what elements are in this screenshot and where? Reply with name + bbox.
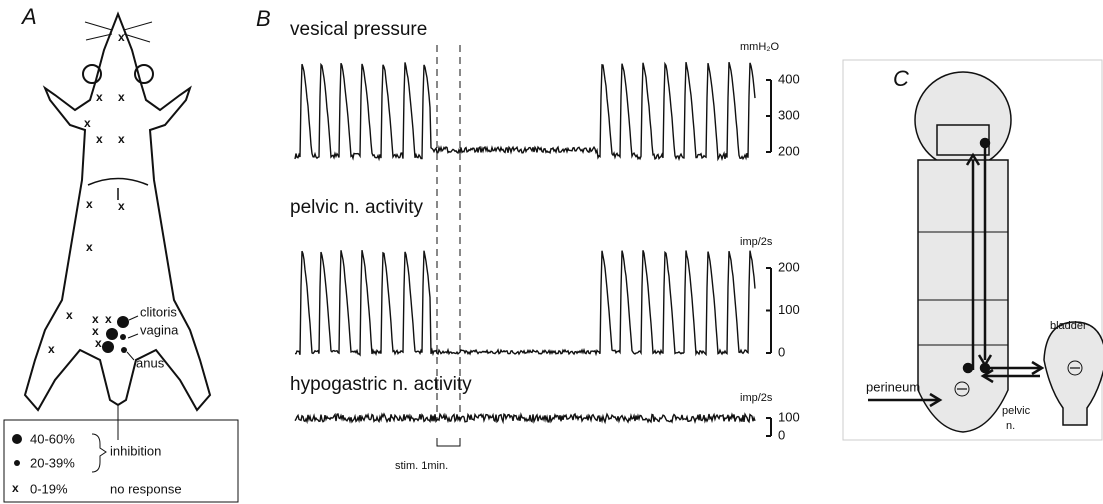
annotation: anus xyxy=(136,355,165,370)
scale-label: 400 xyxy=(778,71,800,86)
rat-outline xyxy=(23,11,212,440)
label: n. xyxy=(1006,420,1015,432)
trace xyxy=(294,412,756,425)
svg-text:x: x xyxy=(86,240,93,254)
label: perineum xyxy=(866,379,920,394)
stim-label: stim. 1min. xyxy=(395,460,448,472)
trace xyxy=(294,249,756,357)
trace-title: pelvic n. activity xyxy=(290,197,424,218)
label: pelvic xyxy=(1002,405,1031,417)
annotation: vagina xyxy=(140,322,179,337)
legend-range: 40-60% xyxy=(30,431,75,446)
svg-text:x: x xyxy=(95,336,102,350)
label: bladder xyxy=(1050,320,1087,332)
legend-range: 0-19% xyxy=(30,481,68,496)
svg-text:x: x xyxy=(118,30,125,44)
svg-text:x: x xyxy=(84,116,91,130)
annotation: clitoris xyxy=(140,304,177,319)
stim-bracket xyxy=(436,438,461,447)
panel-label: A xyxy=(20,4,37,29)
scale-label: 100 xyxy=(778,409,800,424)
svg-text:x: x xyxy=(92,312,99,326)
legend-symbol xyxy=(12,434,22,444)
legend-symbol xyxy=(14,460,20,466)
svg-text:x: x xyxy=(92,324,99,338)
panel-label: B xyxy=(256,6,271,31)
unit-label: imp/2s xyxy=(740,236,773,248)
svg-text:x: x xyxy=(96,132,103,146)
scale-label: 0 xyxy=(778,344,785,359)
unit-label: mmH₂O xyxy=(740,41,780,53)
svg-text:x: x xyxy=(118,199,125,213)
svg-text:x: x xyxy=(118,90,125,104)
svg-text:x: x xyxy=(48,342,55,356)
scale-label: 0 xyxy=(778,427,785,442)
legend-symbol: x xyxy=(12,481,19,495)
panel-label: C xyxy=(893,66,909,91)
scale-label: 100 xyxy=(778,302,800,317)
trace-title: hypogastric n. activity xyxy=(290,374,472,395)
legend-text: no response xyxy=(110,481,182,496)
svg-text:x: x xyxy=(118,132,125,146)
scale-label: 300 xyxy=(778,107,800,122)
brace xyxy=(91,433,107,473)
pathway-arrows xyxy=(868,137,1083,408)
legend-text: inhibition xyxy=(110,443,161,458)
scale-label: 200 xyxy=(778,259,800,274)
unit-label: imp/2s xyxy=(740,392,773,404)
legend-box xyxy=(3,419,239,503)
svg-text:x: x xyxy=(66,308,73,322)
trace-title: vesical pressure xyxy=(290,19,427,40)
panel-frame xyxy=(842,59,1103,441)
svg-text:x: x xyxy=(105,312,112,326)
scale-label: 200 xyxy=(778,143,800,158)
spinal-cord xyxy=(914,71,1103,433)
trace xyxy=(294,61,756,162)
legend-range: 20-39% xyxy=(30,455,75,470)
svg-text:x: x xyxy=(96,90,103,104)
svg-text:x: x xyxy=(86,197,93,211)
